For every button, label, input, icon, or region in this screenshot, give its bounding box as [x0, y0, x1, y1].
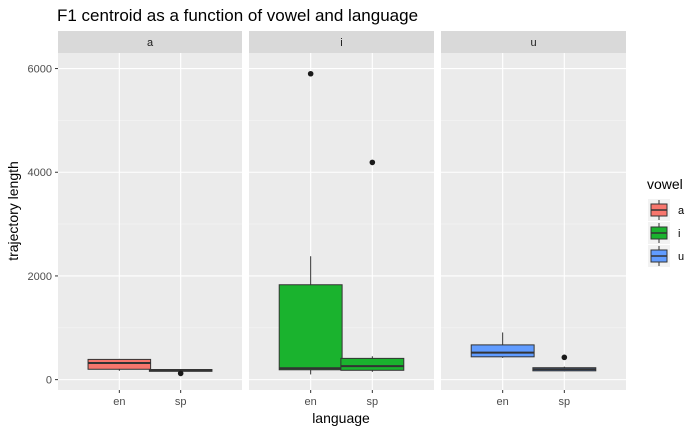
box-body: [278, 284, 343, 371]
x-tick-label: en: [305, 396, 317, 408]
facet-panel: a: [58, 31, 242, 390]
box-body: [87, 358, 152, 370]
box-body: [470, 344, 535, 358]
legend-entry: a: [648, 199, 685, 221]
y-axis: 0 2000 4000 6000: [28, 64, 58, 387]
x-tick-label: en: [113, 396, 125, 408]
outlier-point: [177, 370, 184, 377]
box-i-sp: [340, 159, 405, 372]
outlier-point: [369, 159, 376, 166]
box-u-sp: [532, 354, 597, 372]
facet-strip: [58, 31, 242, 53]
x-axis: en sp en sp en sp: [113, 390, 570, 408]
x-tick-label: sp: [175, 396, 187, 408]
facet-strip: [249, 31, 434, 53]
x-tick-label: sp: [367, 396, 379, 408]
facet-strip-label: i: [340, 37, 342, 49]
box-i-en: [278, 70, 343, 375]
legend-label: a: [678, 205, 685, 217]
legend-entry: i: [648, 222, 680, 244]
x-tick-label: sp: [559, 396, 571, 408]
facet-panel: i: [249, 31, 434, 390]
box-a-en: [87, 358, 152, 371]
legend-label: i: [678, 228, 680, 240]
outlier-point: [561, 354, 568, 361]
box-body: [340, 357, 405, 371]
outlier-point: [307, 70, 314, 77]
x-tick-label: en: [497, 396, 509, 408]
legend-title: vowel: [647, 176, 683, 192]
panel-background: [58, 53, 242, 390]
y-tick-label: 6000: [28, 64, 52, 76]
facet-strip: [441, 31, 626, 53]
x-axis-title: language: [312, 410, 370, 426]
y-tick-label: 0: [46, 375, 52, 387]
chart-title: F1 centroid as a function of vowel and l…: [57, 6, 418, 25]
facet-strip-label: a: [147, 37, 154, 49]
legend: vowel aiu: [647, 176, 685, 267]
legend-entry: u: [648, 245, 684, 267]
facet-strip-label: u: [530, 37, 536, 49]
legend-label: u: [678, 251, 684, 263]
panel-background: [441, 53, 626, 390]
facet-panel: u: [441, 31, 626, 390]
y-tick-label: 4000: [28, 167, 52, 179]
y-tick-label: 2000: [28, 271, 52, 283]
box-u-en: [470, 332, 535, 358]
y-axis-title: trajectory length: [5, 161, 21, 261]
box-a-sp: [148, 369, 213, 377]
